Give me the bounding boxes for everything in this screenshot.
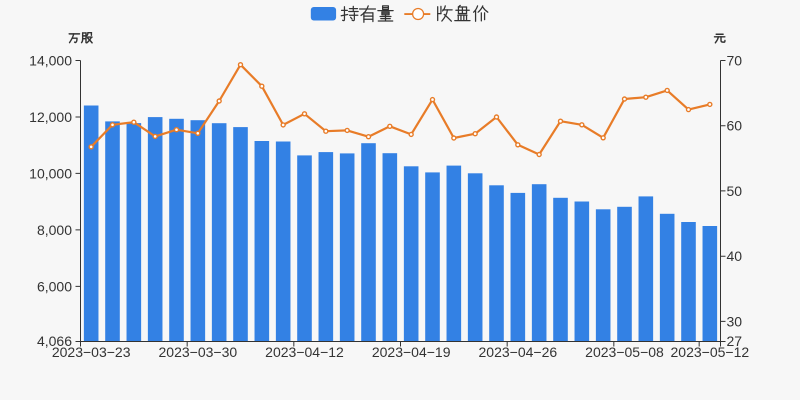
- svg-text:12,000: 12,000: [29, 109, 72, 125]
- svg-text:2023−04−19: 2023−04−19: [372, 344, 451, 360]
- svg-text:14,000: 14,000: [29, 53, 72, 69]
- svg-text:2023−03−23: 2023−03−23: [52, 344, 131, 360]
- svg-text:2023−03−30: 2023−03−30: [159, 344, 238, 360]
- svg-text:60: 60: [727, 118, 743, 134]
- svg-text:2023−05−12: 2023−05−12: [671, 344, 750, 360]
- svg-text:70: 70: [727, 53, 743, 69]
- svg-text:2023−05−08: 2023−05−08: [585, 344, 664, 360]
- svg-text:27: 27: [727, 333, 743, 349]
- svg-text:2023−04−12: 2023−04−12: [265, 344, 344, 360]
- svg-text:50: 50: [727, 183, 743, 199]
- svg-text:8,000: 8,000: [37, 222, 72, 238]
- svg-text:30: 30: [727, 313, 743, 329]
- svg-text:6,000: 6,000: [37, 278, 72, 294]
- svg-text:10,000: 10,000: [29, 165, 72, 181]
- svg-text:2023−04−26: 2023−04−26: [479, 344, 558, 360]
- svg-text:40: 40: [727, 248, 743, 264]
- svg-text:4,066: 4,066: [37, 333, 72, 349]
